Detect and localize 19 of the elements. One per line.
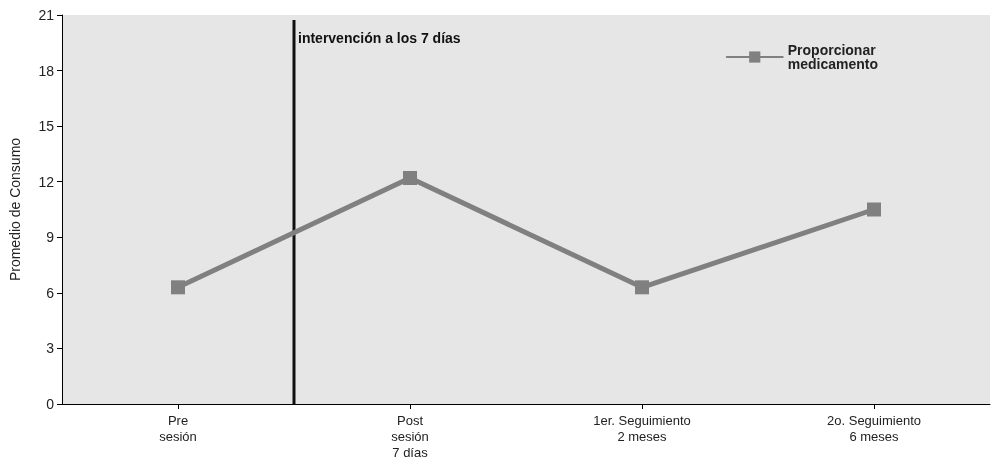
y-tick-label: 0: [46, 396, 55, 412]
y-tick-label: 18: [38, 62, 55, 79]
y-tick-label: 12: [38, 173, 55, 190]
point: [171, 280, 185, 295]
y-tick-label: 6: [46, 284, 55, 301]
x-tick-label: 2o. Seguimiento 6 meses: [827, 412, 921, 444]
y-axis-title: Promedio de Consumo: [7, 137, 23, 282]
y-tick-label: 9: [46, 229, 55, 246]
y-tick-label: 3: [46, 340, 55, 357]
x-tick-label: Pre sesión: [159, 412, 197, 444]
y-tick-label: 15: [38, 118, 55, 135]
x-tick-label: Post sesión 7 días: [391, 412, 429, 460]
point: [635, 280, 649, 295]
point: [867, 202, 881, 217]
legend-label: Proporcionar medicamento: [787, 42, 878, 72]
x-tick-label: 1er. Seguimiento 2 meses: [593, 412, 691, 444]
annotation: intervención a los 7 días: [298, 30, 461, 46]
point: [403, 171, 417, 186]
y-tick-label: 21: [38, 7, 55, 23]
